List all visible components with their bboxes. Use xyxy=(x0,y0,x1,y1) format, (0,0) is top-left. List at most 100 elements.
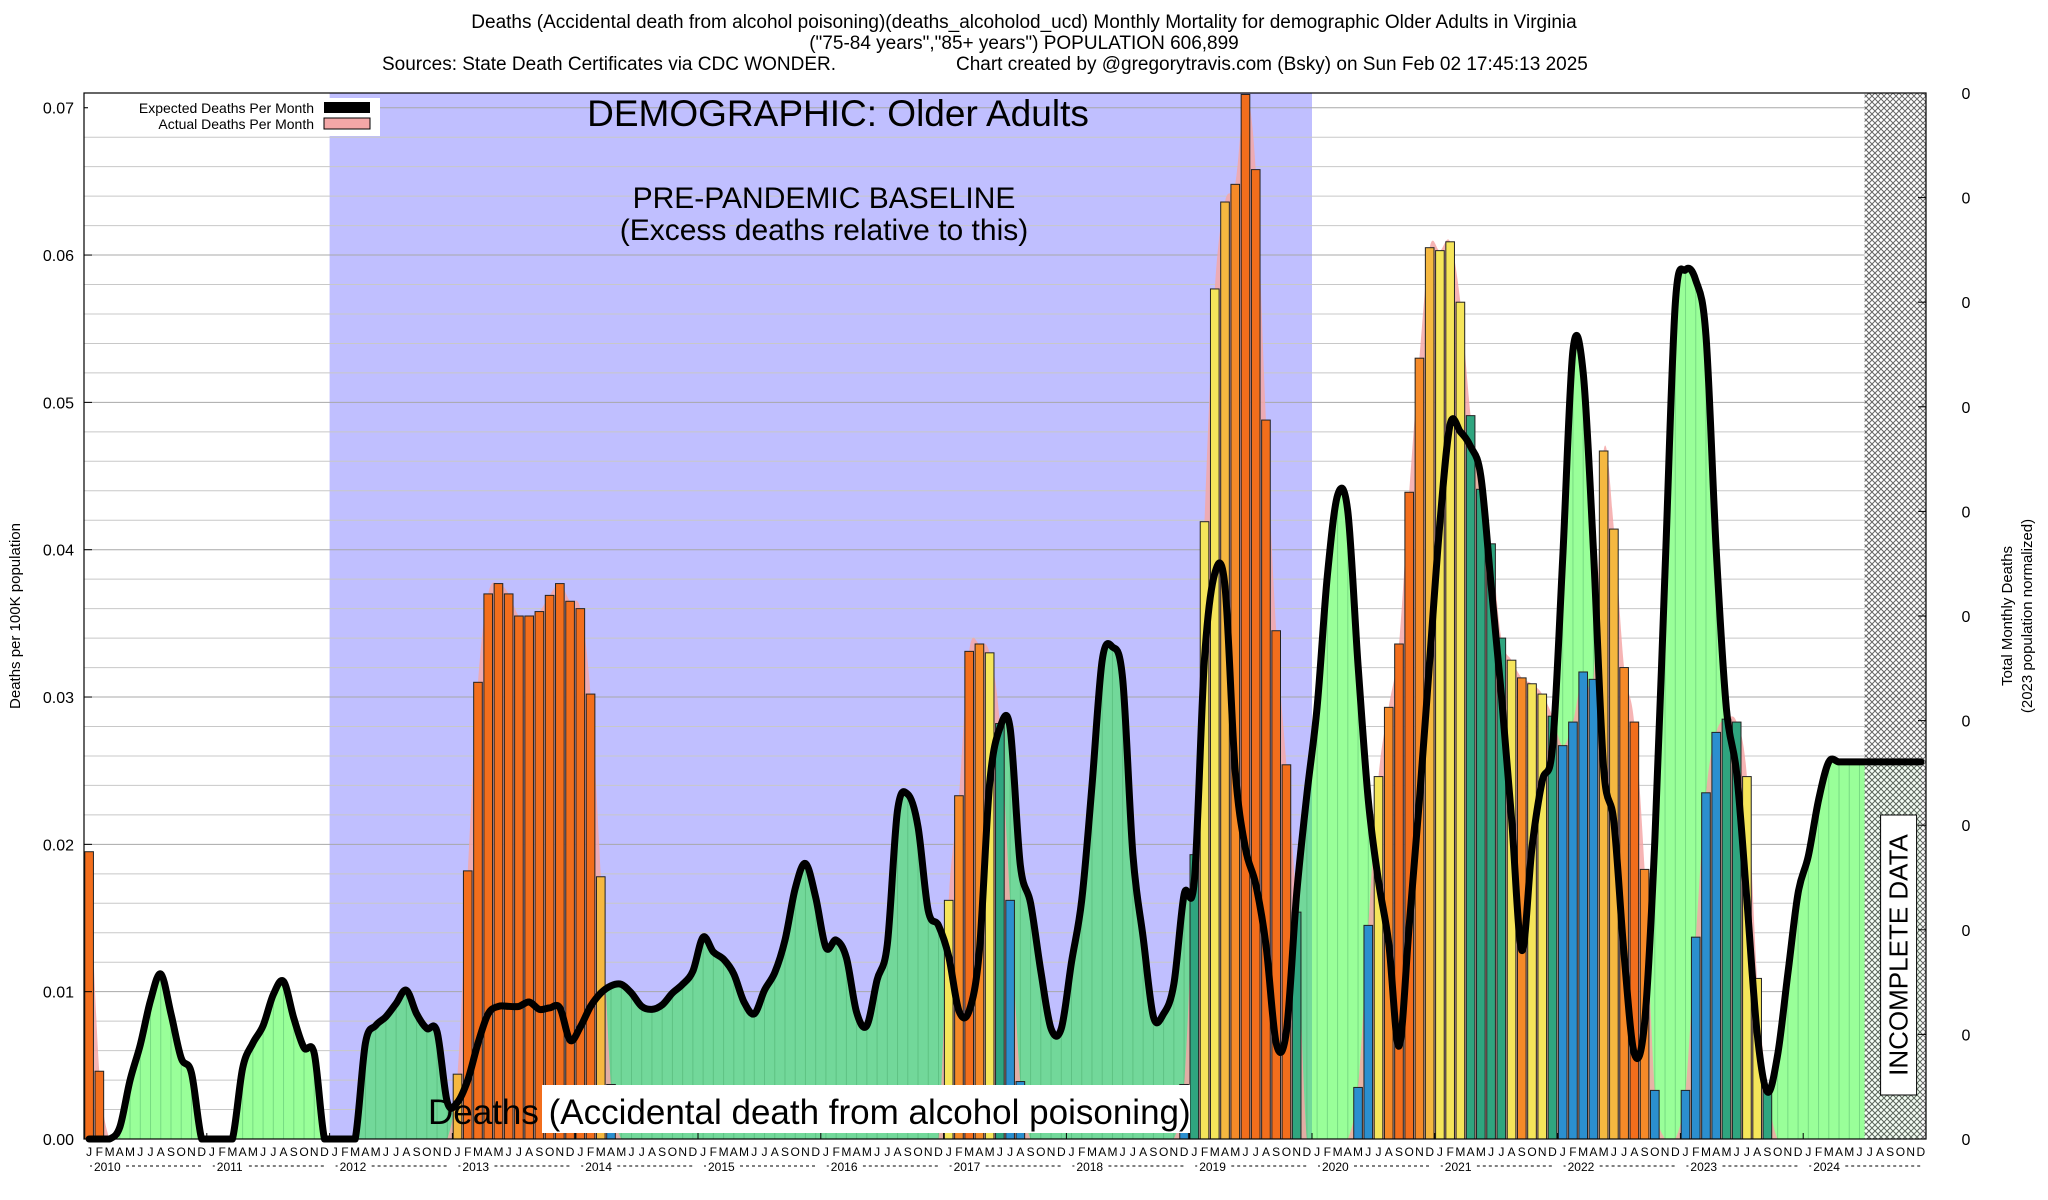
x-month-label: M xyxy=(473,1145,483,1159)
x-month-label: A xyxy=(853,1145,861,1159)
x-month-label: M xyxy=(1087,1145,1097,1159)
x-month-label: N xyxy=(924,1145,933,1159)
x-month-label: J xyxy=(1314,1145,1320,1159)
x-month-label: J xyxy=(516,1145,522,1159)
x-month-label: M xyxy=(125,1145,135,1159)
x-year-label-bg xyxy=(706,1159,740,1173)
x-month-label: M xyxy=(739,1145,749,1159)
x-month-label: F xyxy=(1569,1145,1576,1159)
x-month-label: M xyxy=(841,1145,851,1159)
x-month-label: J xyxy=(639,1145,645,1159)
x-year-label-bg xyxy=(583,1159,618,1173)
y2-tick-label: 0 xyxy=(1962,609,1971,626)
y-axis: 0.00 0.01 0.02 0.03 0.04 0.05 0.06 0.07 xyxy=(43,101,92,1149)
x-month-label: N xyxy=(1661,1145,1670,1159)
x-month-label: S xyxy=(535,1145,543,1159)
x-month-label: S xyxy=(167,1145,175,1159)
x-month-label: N xyxy=(310,1145,319,1159)
y2-tick-label: 0 xyxy=(1962,191,1971,208)
y-tick-label: 0.01 xyxy=(43,985,74,1002)
y-tick-label: 0.03 xyxy=(43,690,74,707)
x-month-label: J xyxy=(1498,1145,1504,1159)
x-month-label: D xyxy=(1057,1145,1066,1159)
y2-tick-label: 0 xyxy=(1962,1132,1971,1149)
x-month-label: D xyxy=(1671,1145,1680,1159)
x-month-label: D xyxy=(566,1145,575,1159)
x-month-label: J xyxy=(628,1145,634,1159)
y-tick-label: 0.06 xyxy=(43,248,74,265)
x-year-label: 2015 xyxy=(708,1160,735,1174)
x-month-label: A xyxy=(1508,1145,1516,1159)
x-month-label: J xyxy=(1734,1145,1740,1159)
x-month-label: A xyxy=(771,1145,779,1159)
x-month-label: J xyxy=(209,1145,215,1159)
x-month-label: F xyxy=(96,1145,103,1159)
x-month-label: F xyxy=(341,1145,348,1159)
x-month-label: A xyxy=(239,1145,247,1159)
sources-line: Sources: State Death Certificates via CD… xyxy=(382,54,837,75)
x-month-label: D xyxy=(320,1145,329,1159)
x-month-label: J xyxy=(874,1145,880,1159)
cause-label-bg xyxy=(542,1085,1190,1133)
legend-swatch-expected xyxy=(324,102,370,113)
x-month-label: S xyxy=(1641,1145,1649,1159)
x-month-label: A xyxy=(730,1145,738,1159)
actual-bar xyxy=(1721,718,1732,1140)
x-month-label: J xyxy=(577,1145,583,1159)
x-month-label: F xyxy=(587,1145,594,1159)
x-month-label: A xyxy=(1016,1145,1024,1159)
x-month-label: A xyxy=(1467,1145,1475,1159)
baseline-title: PRE-PANDEMIC BASELINE xyxy=(633,182,1016,215)
x-year-label-bg xyxy=(1197,1159,1232,1173)
x-month-label: M xyxy=(1210,1145,1220,1159)
x-month-label: J xyxy=(1191,1145,1197,1159)
x-month-label: A xyxy=(402,1145,410,1159)
actual-bar xyxy=(1578,671,1589,1140)
x-month-label: J xyxy=(1683,1145,1689,1159)
x-month-label: N xyxy=(1047,1145,1056,1159)
actual-bar xyxy=(1690,936,1701,1140)
x-month-label: N xyxy=(801,1145,810,1159)
x-month-label: J xyxy=(1611,1145,1617,1159)
x-month-label: A xyxy=(280,1145,288,1159)
x-month-label: M xyxy=(1844,1145,1854,1159)
x-year-label: 2019 xyxy=(1199,1160,1226,1174)
x-month-label: F xyxy=(1815,1145,1822,1159)
legend-label-actual: Actual Deaths Per Month xyxy=(158,116,314,132)
actual-bar xyxy=(1711,731,1722,1140)
y2-tick-label: 0 xyxy=(1962,818,1971,835)
y2-tick-label: 0 xyxy=(1962,714,1971,731)
x-month-label: D xyxy=(1303,1145,1312,1159)
x-month-label: J xyxy=(393,1145,399,1159)
x-month-label: F xyxy=(832,1145,839,1159)
x-month-label: S xyxy=(413,1145,421,1159)
x-month-label: D xyxy=(689,1145,698,1159)
x-month-label: J xyxy=(1253,1145,1259,1159)
actual-bar xyxy=(1547,715,1558,1140)
x-month-label: D xyxy=(1548,1145,1557,1159)
x-month-label: J xyxy=(1437,1145,1443,1159)
x-year-label: 2011 xyxy=(217,1160,243,1174)
x-month-label: M xyxy=(596,1145,606,1159)
x-month-label: D xyxy=(1794,1145,1803,1159)
x-month-label: J xyxy=(1069,1145,1075,1159)
demographic-title: DEMOGRAPHIC: Older Adults xyxy=(587,93,1089,134)
x-month-label: M xyxy=(105,1145,115,1159)
x-year-label: 2018 xyxy=(1076,1160,1103,1174)
x-month-label: O xyxy=(791,1145,800,1159)
actual-bar xyxy=(94,1070,105,1140)
x-month-label: J xyxy=(946,1145,952,1159)
x-month-label: O xyxy=(1896,1145,1905,1159)
x-month-label: M xyxy=(1701,1145,1711,1159)
x-month-label: A xyxy=(975,1145,983,1159)
x-month-label: O xyxy=(177,1145,186,1159)
x-month-label: D xyxy=(197,1145,206,1159)
x-year-label: 2024 xyxy=(1813,1160,1840,1174)
x-month-label: N xyxy=(556,1145,565,1159)
x-month-label: J xyxy=(1805,1145,1811,1159)
x-month-label: A xyxy=(484,1145,492,1159)
actual-bar xyxy=(1353,1086,1363,1140)
x-month-label: O xyxy=(1773,1145,1782,1159)
